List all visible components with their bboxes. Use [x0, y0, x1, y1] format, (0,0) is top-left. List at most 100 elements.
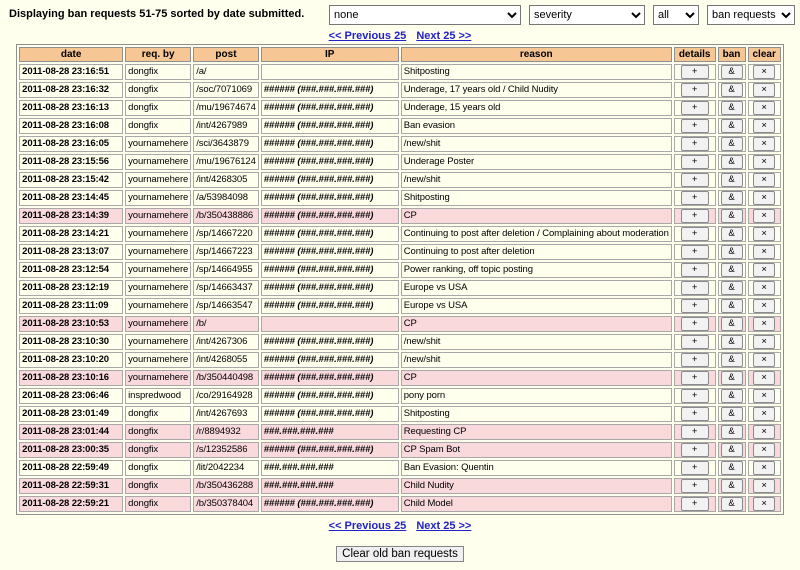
ban-button[interactable]: &	[720, 497, 743, 511]
clear-button[interactable]: ×	[753, 83, 776, 97]
details-button[interactable]: +	[680, 389, 709, 403]
clear-button[interactable]: ×	[753, 245, 776, 259]
details-button[interactable]: +	[680, 263, 709, 277]
details-button[interactable]: +	[680, 137, 709, 151]
clear-button[interactable]: ×	[753, 299, 776, 313]
ban-button[interactable]: &	[720, 209, 743, 223]
details-button[interactable]: +	[680, 101, 709, 115]
details-button[interactable]: +	[680, 407, 709, 421]
ban-button[interactable]: &	[720, 173, 743, 187]
clear-cell: ×	[747, 82, 781, 98]
ban-cell: &	[717, 388, 746, 404]
clear-button[interactable]: ×	[753, 281, 776, 295]
clear-button[interactable]: ×	[753, 101, 776, 115]
clear-cell: ×	[747, 406, 781, 422]
details-button[interactable]: +	[680, 209, 709, 223]
details-button[interactable]: +	[680, 173, 709, 187]
footer: Clear old ban requests	[5, 544, 795, 562]
clear-button[interactable]: ×	[753, 371, 776, 385]
ban-button[interactable]: &	[720, 353, 743, 367]
previous-25-link[interactable]: << Previous 25	[328, 30, 407, 42]
sort-select[interactable]: none	[329, 5, 521, 25]
details-button[interactable]: +	[680, 245, 709, 259]
details-button[interactable]: +	[680, 443, 709, 457]
ip-cell: ###.###.###.###	[260, 460, 399, 476]
severity-select[interactable]: severity	[529, 5, 645, 25]
ban-button[interactable]: &	[720, 83, 743, 97]
clear-button[interactable]: ×	[753, 353, 776, 367]
reason-cell: Ban evasion	[400, 118, 672, 134]
ban-button[interactable]: &	[720, 155, 743, 169]
clear-button[interactable]: ×	[753, 317, 776, 331]
clear-cell: ×	[747, 388, 781, 404]
ban-button[interactable]: &	[720, 443, 743, 457]
details-button[interactable]: +	[680, 353, 709, 367]
details-button[interactable]: +	[680, 317, 709, 331]
next-25-link[interactable]: Next 25 >>	[416, 30, 472, 42]
date-cell: 2011-08-28 23:00:35	[19, 442, 124, 458]
ban-request-row: 2011-08-28 23:10:30 yournamehere/int/4267…	[19, 334, 781, 350]
clear-button[interactable]: ×	[753, 389, 776, 403]
previous-25-link[interactable]: << Previous 25	[328, 520, 407, 532]
ban-button[interactable]: &	[720, 425, 743, 439]
next-25-link[interactable]: Next 25 >>	[416, 520, 472, 532]
ban-button[interactable]: &	[720, 119, 743, 133]
clear-button[interactable]: ×	[753, 227, 776, 241]
page-title: Displaying ban requests 51-75 sorted by …	[9, 8, 305, 20]
ban-button[interactable]: &	[720, 371, 743, 385]
date-cell: 2011-08-28 23:16:05	[19, 136, 124, 152]
details-button[interactable]: +	[680, 299, 709, 313]
ban-button[interactable]: &	[720, 227, 743, 241]
clear-button[interactable]: ×	[753, 425, 776, 439]
ban-button[interactable]: &	[720, 299, 743, 313]
reason-cell: /new/shit	[400, 352, 672, 368]
ban-button[interactable]: &	[720, 461, 743, 475]
clear-button[interactable]: ×	[753, 497, 776, 511]
ban-button[interactable]: &	[720, 245, 743, 259]
details-button[interactable]: +	[680, 227, 709, 241]
details-button[interactable]: +	[680, 119, 709, 133]
ban-cell: &	[717, 280, 746, 296]
ban-button[interactable]: &	[720, 137, 743, 151]
details-button[interactable]: +	[680, 335, 709, 349]
ban-button[interactable]: &	[720, 263, 743, 277]
ban-button[interactable]: &	[720, 407, 743, 421]
ban-button[interactable]: &	[720, 317, 743, 331]
details-button[interactable]: +	[680, 479, 709, 493]
details-button[interactable]: +	[680, 155, 709, 169]
clear-button[interactable]: ×	[753, 191, 776, 205]
clear-button[interactable]: ×	[753, 335, 776, 349]
clear-button[interactable]: ×	[753, 65, 776, 79]
details-button[interactable]: +	[680, 497, 709, 511]
reason-cell: Shitposting	[400, 190, 672, 206]
details-button[interactable]: +	[680, 371, 709, 385]
ban-button[interactable]: &	[720, 479, 743, 493]
ban-button[interactable]: &	[720, 389, 743, 403]
ban-button[interactable]: &	[720, 65, 743, 79]
ban-button[interactable]: &	[720, 281, 743, 295]
clear-button[interactable]: ×	[753, 479, 776, 493]
clear-button[interactable]: ×	[753, 263, 776, 277]
scope-select[interactable]: all	[653, 5, 699, 25]
details-button[interactable]: +	[680, 191, 709, 205]
ban-button[interactable]: &	[720, 191, 743, 205]
clear-button[interactable]: ×	[753, 461, 776, 475]
details-button[interactable]: +	[680, 65, 709, 79]
req-by-cell: yournamehere	[125, 136, 192, 152]
details-button[interactable]: +	[680, 281, 709, 295]
clear-button[interactable]: ×	[753, 173, 776, 187]
view-select[interactable]: ban requests	[707, 5, 795, 25]
clear-button[interactable]: ×	[753, 407, 776, 421]
clear-button[interactable]: ×	[753, 119, 776, 133]
details-button[interactable]: +	[680, 425, 709, 439]
details-button[interactable]: +	[680, 461, 709, 475]
ban-button[interactable]: &	[720, 335, 743, 349]
ban-cell: &	[717, 100, 746, 116]
details-button[interactable]: +	[680, 83, 709, 97]
ban-button[interactable]: &	[720, 101, 743, 115]
clear-button[interactable]: ×	[753, 443, 776, 457]
clear-button[interactable]: ×	[753, 209, 776, 223]
clear-old-ban-requests-button[interactable]: Clear old ban requests	[336, 546, 464, 562]
clear-button[interactable]: ×	[753, 155, 776, 169]
clear-button[interactable]: ×	[753, 137, 776, 151]
